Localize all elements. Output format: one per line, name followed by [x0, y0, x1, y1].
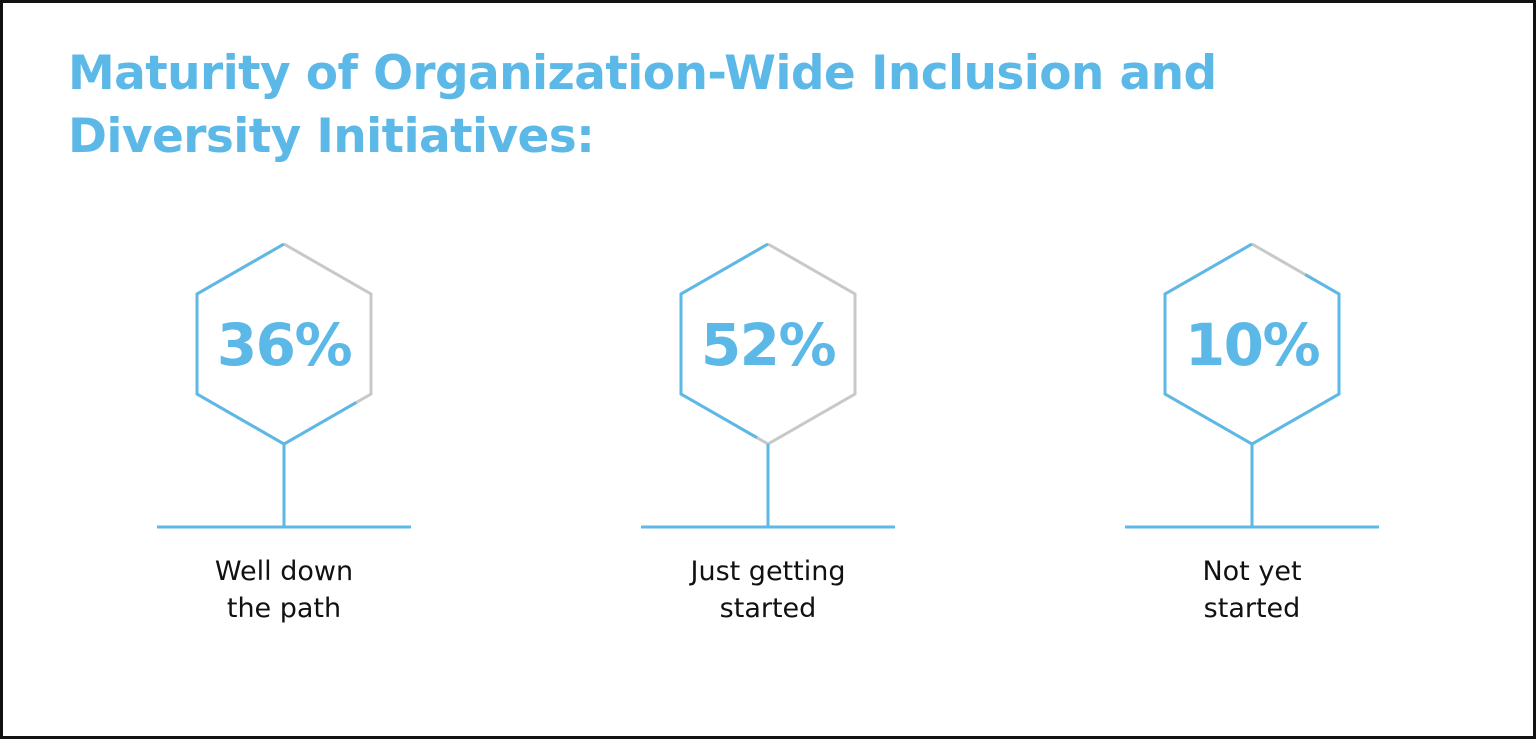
category-label-line: started: [720, 593, 817, 624]
category-label-line: Not yet: [1202, 556, 1301, 587]
category-label-line: Just getting: [689, 556, 846, 587]
category-label-line: the path: [227, 593, 341, 624]
maturity-items: 36% Well down the path 52% Just getting start…: [157, 242, 1379, 624]
category-label-line: started: [1204, 593, 1301, 624]
percent-value: 52%: [701, 311, 836, 379]
maturity-item: 52% Just getting started: [641, 242, 895, 624]
chart-title: Maturity of Organization-Wide Inclusion …: [68, 42, 1368, 168]
hexagon-progress: [679, 242, 857, 446]
maturity-item: 10% Not yet started: [1125, 242, 1379, 624]
category-label-line: Well down: [215, 556, 353, 587]
percent-value: 10%: [1185, 311, 1320, 379]
maturity-item: 36% Well down the path: [157, 242, 411, 624]
chart-title-line-2: Diversity Initiatives:: [68, 109, 595, 164]
percent-value: 36%: [217, 311, 352, 379]
chart-title-line-1: Maturity of Organization-Wide Inclusion …: [68, 46, 1217, 101]
